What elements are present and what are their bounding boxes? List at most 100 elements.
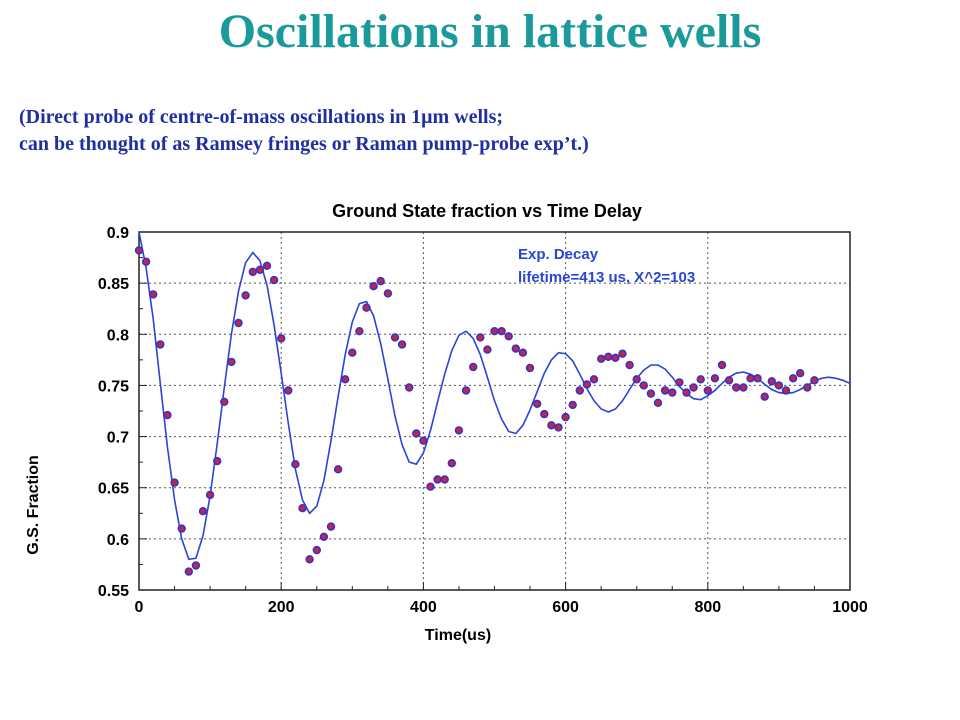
data-point <box>312 545 321 555</box>
x-tick-label: 400 <box>410 599 437 616</box>
slide-subtitle: (Direct probe of centre-of-mass oscillat… <box>19 104 589 158</box>
data-point <box>788 374 798 383</box>
y-tick-label: 0.6 <box>107 532 129 549</box>
data-point <box>490 327 499 336</box>
data-point <box>547 421 556 430</box>
annotation-line-1: Exp. Decay <box>518 246 599 263</box>
data-point <box>191 561 201 570</box>
data-point <box>412 429 421 438</box>
data-point <box>305 555 314 564</box>
data-point <box>561 412 570 422</box>
x-axis-label: Time(us) <box>425 627 491 644</box>
data-point <box>440 475 449 484</box>
data-point <box>724 376 734 385</box>
data-point <box>369 281 378 291</box>
data-point <box>518 348 528 357</box>
data-point <box>476 333 485 342</box>
data-point <box>220 397 229 407</box>
data-point <box>532 399 542 409</box>
data-point <box>682 388 691 397</box>
data-point <box>454 426 464 435</box>
data-point <box>689 383 698 392</box>
data-point <box>810 376 819 385</box>
data-point <box>739 383 748 392</box>
data-point <box>291 460 300 469</box>
data-point <box>717 360 727 370</box>
data-point <box>184 567 194 576</box>
data-point <box>141 257 151 266</box>
data-point <box>582 380 592 389</box>
data-point <box>383 289 393 298</box>
plot-frame <box>138 231 851 591</box>
data-point <box>731 383 741 392</box>
data-point <box>461 386 471 395</box>
data-point <box>618 349 627 358</box>
data-point <box>668 388 677 397</box>
data-point <box>483 345 492 354</box>
subtitle-line-1: (Direct probe of centre-of-mass oscillat… <box>19 106 504 128</box>
data-point <box>319 532 329 541</box>
data-point <box>447 459 456 468</box>
data-point <box>497 327 506 336</box>
data-point <box>703 386 712 395</box>
data-point <box>525 363 535 373</box>
data-point <box>376 276 385 286</box>
data-point <box>177 524 186 533</box>
data-point <box>803 383 812 392</box>
data-point <box>397 340 407 349</box>
data-point <box>234 318 243 328</box>
data-point <box>632 375 641 384</box>
data-point <box>348 348 357 357</box>
data-points <box>134 246 819 576</box>
y-axis-ticks: 0.55 0.6 0.65 0.7 0.75 0.8 0.85 0.9 <box>98 225 147 600</box>
x-tick-label: 1000 <box>832 599 868 616</box>
y-tick-label: 0.75 <box>98 378 129 395</box>
data-point <box>298 504 307 513</box>
data-point <box>611 353 620 363</box>
data-point <box>639 381 648 390</box>
x-tick-label: 200 <box>268 599 295 616</box>
data-point <box>589 375 599 384</box>
data-point <box>170 478 179 487</box>
data-point <box>795 369 805 378</box>
data-point <box>781 386 791 395</box>
data-point <box>540 409 549 419</box>
data-point <box>419 436 428 445</box>
data-point <box>205 490 215 500</box>
data-point <box>660 386 670 395</box>
data-point <box>753 374 762 383</box>
data-point <box>390 333 400 342</box>
data-point <box>355 327 364 336</box>
data-point <box>433 475 442 484</box>
data-point <box>653 398 663 408</box>
data-point <box>696 375 705 384</box>
data-point <box>326 522 336 531</box>
data-point <box>163 410 172 420</box>
data-point <box>596 354 606 364</box>
data-point <box>554 423 563 432</box>
fit-curve <box>138 231 851 561</box>
data-point <box>760 392 769 401</box>
data-point <box>625 360 634 370</box>
data-point <box>198 507 208 516</box>
data-point <box>284 386 293 395</box>
data-point <box>426 482 435 491</box>
data-point <box>568 400 577 410</box>
data-point <box>269 275 279 285</box>
data-point <box>774 381 784 390</box>
x-tick-label: 0 <box>135 599 144 616</box>
chart-title: Ground State fraction vs Time Delay <box>332 201 642 221</box>
ground-state-fraction-chart: Ground State fraction vs Time Delay 0 200… <box>25 201 868 644</box>
data-point <box>767 377 776 386</box>
data-point <box>227 357 236 367</box>
data-point <box>675 378 684 387</box>
data-point <box>575 386 584 395</box>
data-point <box>248 267 258 277</box>
data-point <box>341 375 350 384</box>
data-point <box>241 291 250 300</box>
data-point <box>213 456 222 466</box>
data-point <box>156 340 165 349</box>
annotation-line-2: lifetime=413 us, X^2=103 <box>518 269 695 286</box>
data-point <box>362 303 371 312</box>
data-point <box>646 389 656 398</box>
